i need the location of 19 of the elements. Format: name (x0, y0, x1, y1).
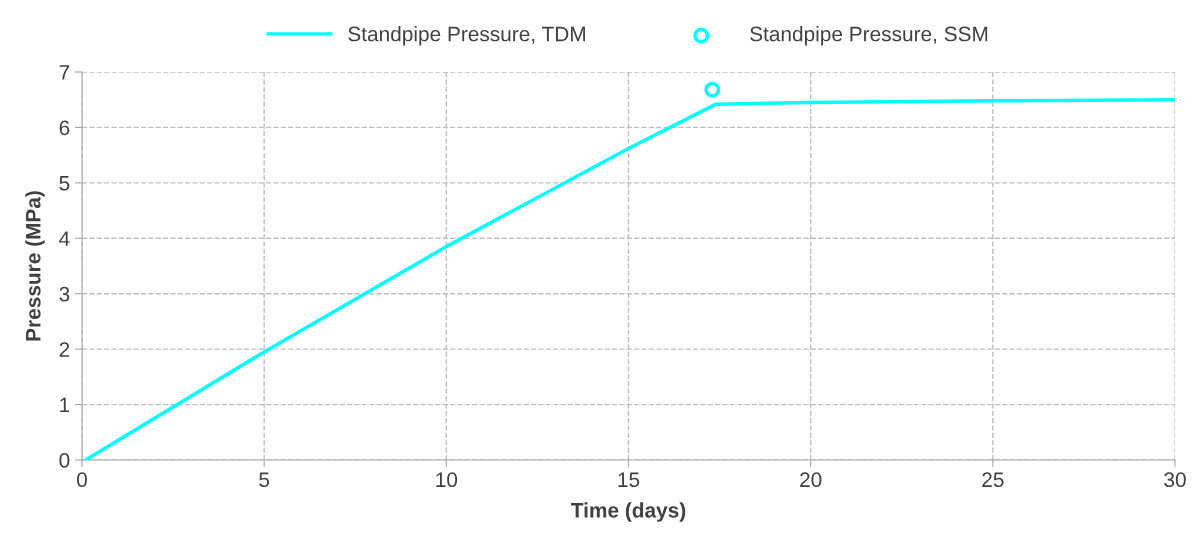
legend-label: Standpipe Pressure, TDM (348, 26, 585, 46)
x-axis-title: Time (days) (571, 502, 686, 522)
x-tick-label: 15 (618, 472, 640, 488)
x-tick-label: 25 (982, 472, 1004, 488)
y-tick-label: 5 (59, 176, 70, 191)
x-tick-label: 20 (800, 472, 822, 488)
x-tick-label: 5 (259, 472, 270, 488)
y-tick-label: 7 (59, 65, 70, 80)
legend-label: Standpipe Pressure, SSM (750, 26, 988, 46)
y-tick-label: 1 (60, 397, 70, 413)
y-tick-label: 3 (59, 286, 70, 302)
x-tick-label: 0 (77, 472, 87, 488)
y-axis-title: Pressure (MPa) (25, 191, 45, 341)
y-tick-label: 0 (59, 453, 70, 468)
x-tick-label: 10 (436, 472, 458, 488)
y-tick-label: 4 (59, 231, 70, 246)
x-tick-label: 30 (1164, 472, 1186, 488)
y-tick-label: 2 (59, 342, 70, 357)
y-tick-label: 6 (59, 120, 70, 136)
